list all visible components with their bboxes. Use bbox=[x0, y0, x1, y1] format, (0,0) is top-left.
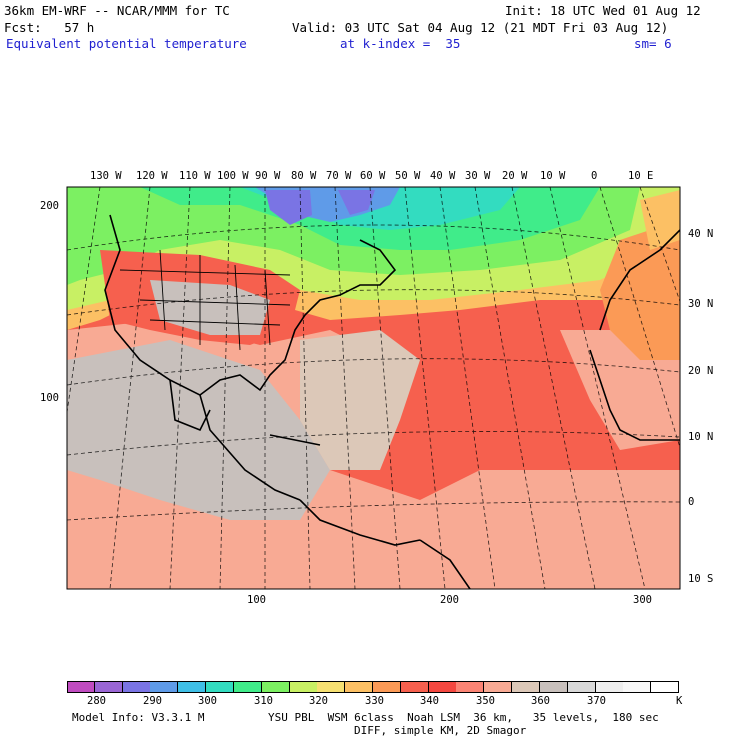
colorbar-label: 300 bbox=[198, 695, 217, 707]
lon-label: 20 W bbox=[502, 170, 528, 182]
colorbar-swatch bbox=[484, 681, 513, 693]
field-name: Equivalent potential temperature bbox=[6, 36, 247, 51]
diffusion-info: DIFF, simple KM, 2D Smagor bbox=[354, 724, 527, 737]
colorbar-swatch bbox=[289, 681, 318, 693]
forecast-hour: Fcst: 57 h bbox=[4, 20, 95, 35]
colorbar-label: 280 bbox=[87, 695, 106, 707]
colorbar-label: 370 bbox=[587, 695, 606, 707]
colorbar-label: 330 bbox=[365, 695, 384, 707]
colorbar-label: 320 bbox=[309, 695, 328, 707]
lon-label: 0 bbox=[591, 170, 598, 182]
model-info: Model Info: V3.3.1 M bbox=[72, 711, 205, 724]
lon-label: 90 W bbox=[255, 170, 281, 182]
model-title: 36km EM-WRF -- NCAR/MMM for TC bbox=[4, 3, 230, 18]
lon-label: 70 W bbox=[326, 170, 352, 182]
lon-label: 10 E bbox=[628, 170, 654, 182]
physics-info: YSU PBL WSM 6class Noah LSM 36 km, 35 le… bbox=[268, 711, 659, 724]
colorbar-swatch bbox=[345, 681, 374, 693]
colorbar-label: 360 bbox=[531, 695, 550, 707]
colorbar-swatch bbox=[94, 681, 123, 693]
colorbar-swatch bbox=[428, 681, 457, 693]
colorbar-unit: K bbox=[676, 695, 683, 707]
colorbar-swatch bbox=[317, 681, 346, 693]
lat-label: 10 S bbox=[688, 573, 714, 585]
lat-label: 10 N bbox=[688, 431, 714, 443]
lon-label: 130 W bbox=[90, 170, 122, 182]
lon-label: 110 W bbox=[179, 170, 211, 182]
colorbar-swatch bbox=[651, 681, 680, 693]
lon-label: 80 W bbox=[291, 170, 317, 182]
lon-label: 60 W bbox=[360, 170, 386, 182]
colorbar-swatch bbox=[373, 681, 401, 693]
lon-label: 120 W bbox=[136, 170, 168, 182]
colorbar-swatch bbox=[150, 681, 179, 693]
init-time: Init: 18 UTC Wed 01 Aug 12 bbox=[505, 3, 701, 18]
colorbar-swatch bbox=[456, 681, 485, 693]
grid-y-label: 200 bbox=[40, 200, 59, 212]
lon-label: 40 W bbox=[430, 170, 456, 182]
lon-label: 50 W bbox=[395, 170, 421, 182]
colorbar-swatch bbox=[261, 681, 290, 693]
lon-label: 100 W bbox=[217, 170, 249, 182]
level-label: at k-index = 35 bbox=[340, 36, 461, 51]
colorbar-swatch bbox=[206, 681, 235, 693]
colorbar-label: 290 bbox=[143, 695, 162, 707]
colorbar-swatch bbox=[595, 681, 624, 693]
colorbar-swatch bbox=[567, 681, 596, 693]
colorbar-swatch bbox=[623, 681, 652, 693]
lon-label: 30 W bbox=[465, 170, 491, 182]
colorbar-label: 340 bbox=[420, 695, 439, 707]
colorbar-label: 350 bbox=[476, 695, 495, 707]
colorbar-swatch bbox=[178, 681, 207, 693]
grid-x-label: 200 bbox=[440, 594, 459, 606]
colorbar-swatch bbox=[400, 681, 429, 693]
lon-label: 10 W bbox=[540, 170, 566, 182]
colorbar-swatch bbox=[122, 681, 151, 693]
grid-x-label: 300 bbox=[633, 594, 652, 606]
lat-label: 40 N bbox=[688, 228, 714, 240]
colorbar-swatch bbox=[233, 681, 262, 693]
lat-label: 30 N bbox=[688, 298, 714, 310]
colorbar-swatch bbox=[67, 681, 95, 693]
valid-time: Valid: 03 UTC Sat 04 Aug 12 (21 MDT Fri … bbox=[292, 20, 669, 35]
grid-x-label: 100 bbox=[247, 594, 266, 606]
colorbar-swatch bbox=[512, 681, 541, 693]
colorbar-label: 310 bbox=[254, 695, 273, 707]
lat-label: 20 N bbox=[688, 365, 714, 377]
lat-label: 0 bbox=[688, 496, 695, 508]
colorbar-swatch bbox=[539, 681, 568, 693]
grid-y-label: 100 bbox=[40, 392, 59, 404]
smoothing-label: sm= 6 bbox=[634, 36, 672, 51]
